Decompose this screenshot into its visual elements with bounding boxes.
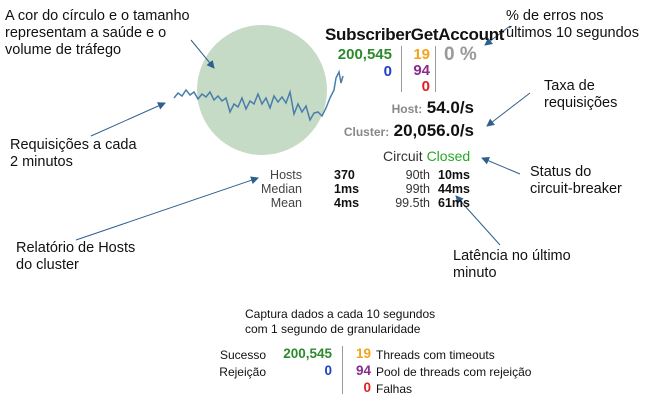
stat-mean-label: Mean [270,196,302,210]
stat-p995-value: 61ms [438,196,470,210]
arrow-hosts [75,176,259,241]
annotation-error-pct: % de erros nos últimos 10 segundos [506,8,639,41]
legend-timeout-label: Threads com timeouts [376,348,495,362]
command-name: SubscriberGetAccount [325,25,505,44]
circuit-status: Closed [426,148,471,164]
annotation-latency: Latência no último minuto [453,248,571,281]
legend-failure-label: Falhas [376,382,413,396]
stat-median-label: Median [261,182,302,196]
annotation-hosts: Relatório de Hosts do cluster [16,240,136,273]
stat-p99-label: 99th [405,182,430,196]
arrow-circuit [481,157,521,175]
circuit-status-row: Circuit Closed [383,148,470,164]
arrow-sparkline [90,102,166,137]
divider [401,46,402,92]
cluster-rate-label: Cluster: [343,125,390,139]
stat-p90-value: 10ms [438,168,470,182]
annotation-circuit: Status do circuit-breaker [530,164,622,197]
legend-short-label: Rejeição [219,365,266,379]
annotation-request-rate: Taxa de requisições [544,78,618,111]
stat-p90-label: 90th [405,168,430,182]
stat-p99-value: 44ms [438,182,470,196]
divider [435,46,436,92]
failure-count: 0 [421,78,430,95]
annotation-circle: A cor do círculo e o tamanho representam… [5,8,190,58]
arrow-error-pct [484,25,511,46]
arrow-latency [455,195,501,246]
host-rate-label: Host: [391,102,423,116]
success-count: 200,545 [337,46,392,63]
host-rate-value: 54.0/s [426,98,474,117]
arrow-circle [190,39,215,69]
legend-failure-value: 0 [363,380,371,395]
legend-rejected-label: Pool de threads com rejeição [376,365,532,379]
stat-hosts-value: 370 [334,168,355,182]
circuit-label: Circuit [383,148,423,164]
timeout-count: 19 [413,46,430,63]
health-circle [197,25,327,155]
stat-median-value: 1ms [334,182,360,196]
arrow-request-rate [486,92,531,127]
legend-success-label: Sucesso [219,348,266,362]
legend-rejected-value: 94 [355,363,371,378]
error-percentage: 0 % [444,44,477,65]
legend-divider [342,346,343,394]
legend-success-value: 200,545 [283,346,332,361]
stat-p995-label: 99.5th [395,196,430,210]
cluster-rate-row: Cluster: 20,056.0/s [330,121,474,141]
legend-short-value: 0 [324,363,332,378]
request-sparkline [173,69,344,122]
legend-caption: Captura dados a cada 10 segundos com 1 s… [245,307,436,336]
legend-timeout-value: 19 [355,346,371,361]
cluster-rate-value: 20,056.0/s [393,121,474,140]
stat-mean-value: 4ms [334,196,360,210]
short-circuited-count: 0 [383,63,392,80]
rejected-count: 94 [413,62,430,79]
annotation-sparkline: Requisições a cada 2 minutos [10,137,137,170]
host-rate-row: Host: 54.0/s [380,98,474,118]
stat-hosts-label: Hosts [270,168,302,182]
